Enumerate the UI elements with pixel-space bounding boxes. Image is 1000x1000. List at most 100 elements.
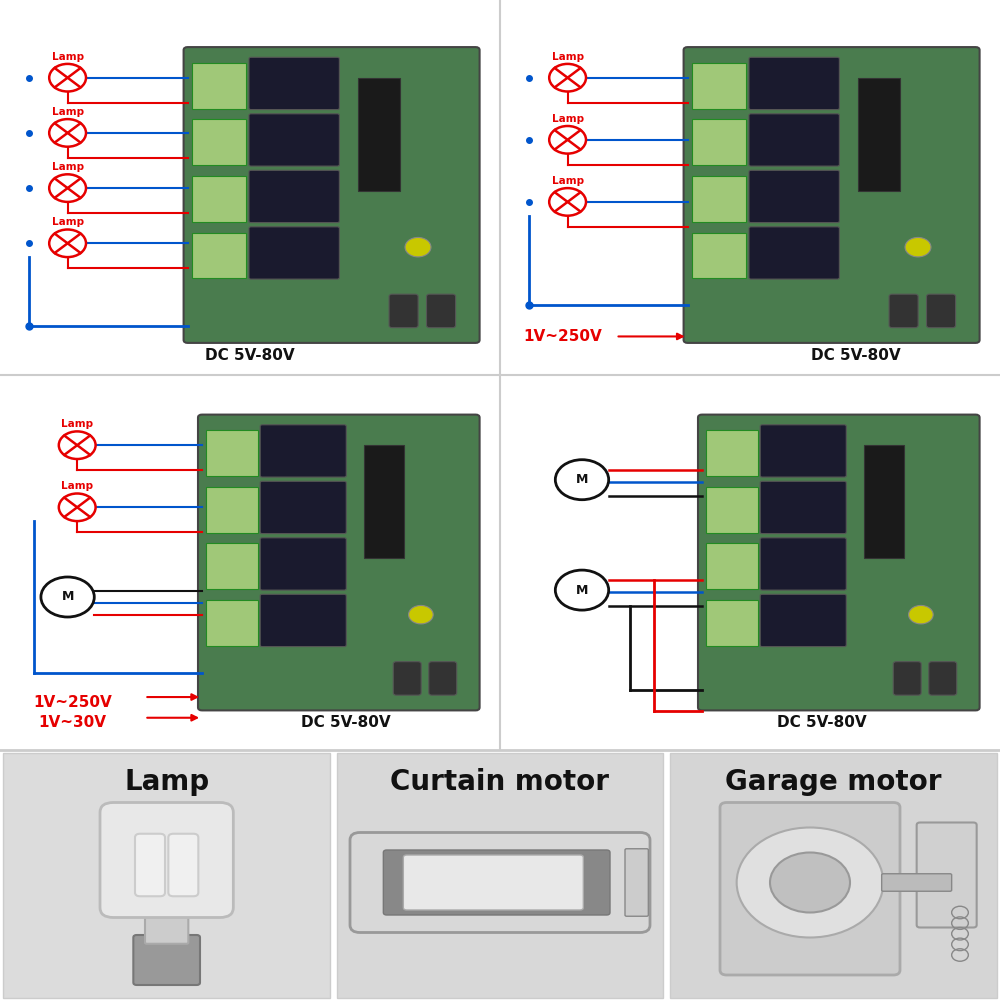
Text: Lamp: Lamp xyxy=(52,162,84,172)
FancyBboxPatch shape xyxy=(206,543,258,589)
Text: DC 5V-80V: DC 5V-80V xyxy=(301,715,391,730)
FancyBboxPatch shape xyxy=(249,57,339,110)
FancyBboxPatch shape xyxy=(198,415,480,710)
Text: M: M xyxy=(576,584,588,597)
Circle shape xyxy=(555,460,609,500)
FancyBboxPatch shape xyxy=(760,538,846,590)
Text: M: M xyxy=(576,473,588,486)
Text: Lamp: Lamp xyxy=(52,52,84,62)
FancyBboxPatch shape xyxy=(206,487,258,533)
FancyBboxPatch shape xyxy=(749,57,839,110)
Text: Curtain motor: Curtain motor xyxy=(390,768,610,796)
FancyBboxPatch shape xyxy=(692,63,746,109)
Circle shape xyxy=(409,605,433,624)
FancyBboxPatch shape xyxy=(692,233,746,278)
FancyBboxPatch shape xyxy=(749,227,839,279)
Text: Lamp: Lamp xyxy=(61,481,93,491)
FancyBboxPatch shape xyxy=(192,63,246,109)
Circle shape xyxy=(49,64,86,91)
FancyBboxPatch shape xyxy=(427,294,456,328)
FancyBboxPatch shape xyxy=(893,662,921,695)
FancyBboxPatch shape xyxy=(383,850,610,915)
Circle shape xyxy=(59,493,96,521)
FancyBboxPatch shape xyxy=(260,481,346,534)
Text: Lamp: Lamp xyxy=(552,114,584,124)
FancyBboxPatch shape xyxy=(206,600,258,646)
Text: M: M xyxy=(61,590,74,603)
Text: Garage motor: Garage motor xyxy=(725,768,942,796)
FancyBboxPatch shape xyxy=(864,445,904,558)
Text: 1V~250V: 1V~250V xyxy=(523,329,602,344)
FancyBboxPatch shape xyxy=(706,430,758,476)
FancyBboxPatch shape xyxy=(403,855,583,910)
Circle shape xyxy=(41,577,94,617)
Circle shape xyxy=(549,126,586,154)
FancyBboxPatch shape xyxy=(192,233,246,278)
FancyBboxPatch shape xyxy=(760,594,846,647)
FancyBboxPatch shape xyxy=(249,170,339,223)
FancyBboxPatch shape xyxy=(393,662,421,695)
Text: 1V~30V: 1V~30V xyxy=(38,715,106,730)
FancyBboxPatch shape xyxy=(760,425,846,477)
Circle shape xyxy=(405,237,431,257)
Circle shape xyxy=(49,119,86,147)
FancyBboxPatch shape xyxy=(260,425,346,477)
Text: Lamp: Lamp xyxy=(124,768,209,796)
Circle shape xyxy=(555,570,609,610)
FancyBboxPatch shape xyxy=(917,822,977,928)
FancyBboxPatch shape xyxy=(260,538,346,590)
FancyBboxPatch shape xyxy=(350,832,650,932)
FancyBboxPatch shape xyxy=(927,294,956,328)
FancyBboxPatch shape xyxy=(249,227,339,279)
FancyBboxPatch shape xyxy=(670,752,997,998)
Text: DC 5V-80V: DC 5V-80V xyxy=(205,348,295,363)
Text: Lamp: Lamp xyxy=(52,217,84,227)
FancyBboxPatch shape xyxy=(749,114,839,166)
FancyBboxPatch shape xyxy=(100,802,233,918)
FancyBboxPatch shape xyxy=(698,415,980,710)
FancyBboxPatch shape xyxy=(706,487,758,533)
Text: 1V~250V: 1V~250V xyxy=(33,695,112,710)
FancyBboxPatch shape xyxy=(364,445,404,558)
Text: DC 5V-80V: DC 5V-80V xyxy=(777,715,867,730)
Circle shape xyxy=(59,431,96,459)
FancyBboxPatch shape xyxy=(168,834,198,896)
FancyBboxPatch shape xyxy=(692,119,746,165)
Circle shape xyxy=(49,230,86,257)
FancyBboxPatch shape xyxy=(337,752,663,998)
Text: Lamp: Lamp xyxy=(552,176,584,186)
FancyBboxPatch shape xyxy=(145,901,188,944)
Text: Lamp: Lamp xyxy=(552,52,584,62)
FancyBboxPatch shape xyxy=(260,594,346,647)
FancyBboxPatch shape xyxy=(706,543,758,589)
FancyBboxPatch shape xyxy=(929,662,957,695)
FancyBboxPatch shape xyxy=(749,170,839,223)
Text: DC 5V-80V: DC 5V-80V xyxy=(811,348,900,363)
Circle shape xyxy=(909,605,933,624)
FancyBboxPatch shape xyxy=(133,935,200,985)
FancyBboxPatch shape xyxy=(192,176,246,222)
FancyBboxPatch shape xyxy=(889,294,918,328)
FancyBboxPatch shape xyxy=(249,114,339,166)
Text: Lamp: Lamp xyxy=(61,419,93,429)
FancyBboxPatch shape xyxy=(706,600,758,646)
FancyBboxPatch shape xyxy=(429,662,457,695)
FancyBboxPatch shape xyxy=(882,874,952,891)
FancyBboxPatch shape xyxy=(3,752,330,998)
FancyBboxPatch shape xyxy=(858,78,900,191)
FancyBboxPatch shape xyxy=(720,802,900,975)
Circle shape xyxy=(549,188,586,216)
Circle shape xyxy=(49,174,86,202)
FancyBboxPatch shape xyxy=(206,430,258,476)
FancyBboxPatch shape xyxy=(760,481,846,534)
Circle shape xyxy=(549,64,586,91)
Text: Lamp: Lamp xyxy=(52,107,84,117)
FancyBboxPatch shape xyxy=(625,849,648,916)
Circle shape xyxy=(905,237,931,257)
FancyBboxPatch shape xyxy=(192,119,246,165)
FancyBboxPatch shape xyxy=(389,294,418,328)
FancyBboxPatch shape xyxy=(684,47,980,343)
Circle shape xyxy=(737,828,883,938)
FancyBboxPatch shape xyxy=(184,47,480,343)
Circle shape xyxy=(770,852,850,912)
